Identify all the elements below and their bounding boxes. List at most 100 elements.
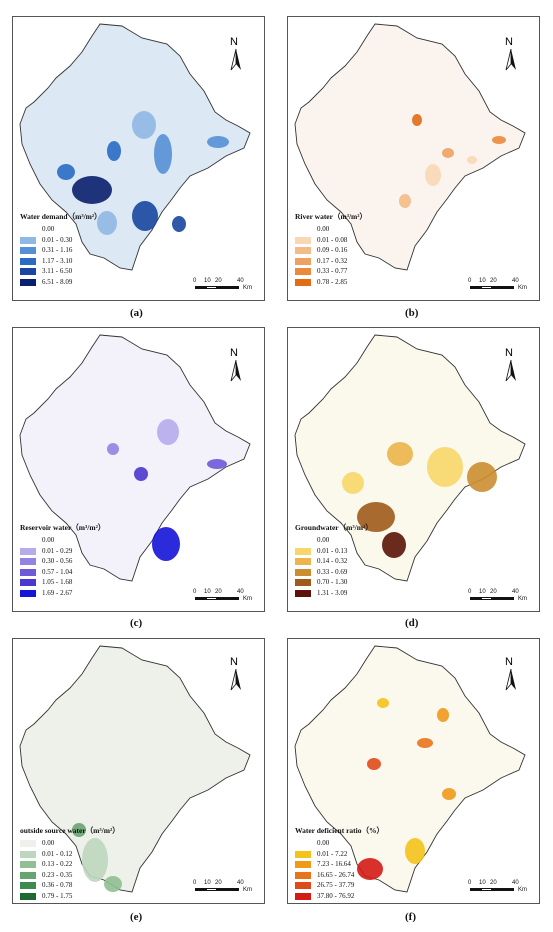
legend-class: 16.65 - 26.74	[295, 870, 384, 881]
caption-e: (e)	[130, 911, 143, 923]
value-patch	[387, 442, 413, 466]
north-label: N	[230, 656, 238, 668]
basin-boundary	[294, 23, 526, 271]
legend-class: 0.57 - 1.04	[20, 567, 105, 578]
legend-swatch	[295, 589, 311, 597]
value-patch	[132, 111, 156, 139]
scale-tick-label: 20	[490, 589, 497, 595]
legend-label: 0.00	[42, 839, 55, 848]
legend-class: 0.36 - 0.78	[20, 881, 120, 892]
scale-unit: Km	[243, 285, 252, 291]
legend-class: 0.09 - 0.16	[295, 246, 367, 257]
legend-swatch	[295, 226, 311, 233]
caption-a: (a)	[130, 307, 143, 319]
scale-tick-label: 10	[204, 589, 211, 595]
value-patch	[377, 698, 389, 708]
scale-unit: Km	[518, 596, 527, 602]
scale-tick-label: 40	[512, 880, 519, 886]
value-patch	[427, 447, 463, 487]
scale-unit: Km	[243, 887, 252, 893]
legend-label: 3.11 - 6.50	[42, 267, 73, 276]
scale-tick-label: 10	[204, 880, 211, 886]
scale-segment	[217, 597, 239, 600]
scale-tick-label: 20	[490, 880, 497, 886]
scale-segment	[481, 597, 492, 600]
legend-class: 0.01 - 7.22	[295, 849, 384, 860]
legend-label: 6.51 - 8.09	[42, 277, 73, 286]
legend-swatch	[295, 257, 311, 265]
value-patch	[425, 164, 441, 186]
scale-tick-label: 40	[512, 278, 519, 284]
legend-class: 0.00	[295, 225, 367, 236]
legend-class: 0.33 - 0.69	[295, 567, 373, 578]
value-patch	[437, 708, 449, 722]
legend-swatch	[20, 850, 36, 858]
legend-label: 0.31 - 1.16	[42, 246, 73, 255]
scale-tick-label: 10	[479, 880, 486, 886]
legend-class: 0.01 - 0.13	[295, 546, 373, 557]
legend-swatch	[20, 537, 36, 544]
legend-title: Water deficient ratio（%）	[295, 826, 385, 835]
scale-tick-label: 0	[468, 278, 472, 284]
legend-swatch	[20, 871, 36, 879]
legend-label: 0.70 - 1.30	[317, 578, 348, 587]
legend-label: 0.23 - 0.35	[42, 870, 73, 879]
scale-tick-label: 10	[479, 278, 486, 284]
legend-label: 1.17 - 3.10	[42, 256, 73, 265]
legend-swatch	[20, 568, 36, 576]
legend-swatch	[295, 892, 311, 900]
legend-class: 1.17 - 3.10	[20, 256, 102, 267]
map-canvas	[19, 334, 251, 582]
scale-tick-label: 0	[193, 589, 197, 595]
scale-segment	[492, 597, 514, 600]
legend-class: 0.33 - 0.77	[295, 267, 367, 278]
legend-a: Water demand（m³/m²） 0.00 0.01 - 0.30 0.31 …	[20, 213, 102, 288]
legend-swatch	[20, 892, 36, 900]
value-patch	[442, 148, 454, 158]
legend-class: 0.00	[20, 536, 105, 547]
scale-tick-label: 10	[479, 589, 486, 595]
map-canvas	[294, 23, 526, 271]
legend-label: 0.00	[42, 225, 55, 234]
legend-b: River water（m³/m²） 0.00 0.01 - 0.08 0.09 -…	[295, 213, 367, 288]
map-canvas	[294, 334, 526, 582]
value-patch	[97, 211, 117, 235]
legend-class: 7.23 - 16.64	[295, 860, 384, 871]
legend-class: 0.00	[20, 225, 102, 236]
legend-class: 0.30 - 0.56	[20, 557, 105, 568]
north-arrow-icon: N	[501, 347, 521, 383]
map-canvas	[19, 645, 251, 893]
legend-label: 0.00	[317, 225, 330, 234]
legend-class: 0.23 - 0.35	[20, 870, 120, 881]
legend-swatch	[20, 882, 36, 890]
legend-swatch	[20, 257, 36, 265]
value-patch	[134, 467, 148, 481]
legend-swatch	[20, 840, 36, 848]
legend-swatch	[295, 861, 311, 869]
legend-swatch	[20, 268, 36, 276]
scale-tick-label: 0	[468, 880, 472, 886]
value-patch	[82, 838, 108, 882]
scale-tick-label: 40	[512, 589, 519, 595]
caption-c: (c)	[130, 617, 143, 629]
legend-swatch	[295, 558, 311, 566]
legend-swatch	[20, 278, 36, 286]
legend-label: 37.80 - 76.92	[317, 891, 355, 900]
legend-swatch	[20, 247, 36, 255]
legend-swatch	[295, 547, 311, 555]
legend-label: 0.00	[42, 536, 55, 545]
value-patch	[72, 823, 86, 837]
scale-segment	[470, 888, 481, 891]
legend-class: 0.78 - 2.85	[295, 277, 367, 288]
scale-tick-label: 20	[215, 278, 222, 284]
scale-segment	[481, 888, 492, 891]
legend-label: 16.65 - 26.74	[317, 870, 355, 879]
scale-tick-label: 20	[490, 278, 497, 284]
legend-swatch	[295, 278, 311, 286]
legend-label: 0.33 - 0.69	[317, 567, 348, 576]
scale-segment	[470, 597, 481, 600]
legend-class: 0.00	[295, 536, 373, 547]
value-patch	[72, 176, 112, 204]
legend-title: Reservoir water（m³/m²）	[20, 523, 106, 532]
legend-class: 0.14 - 0.32	[295, 557, 373, 568]
